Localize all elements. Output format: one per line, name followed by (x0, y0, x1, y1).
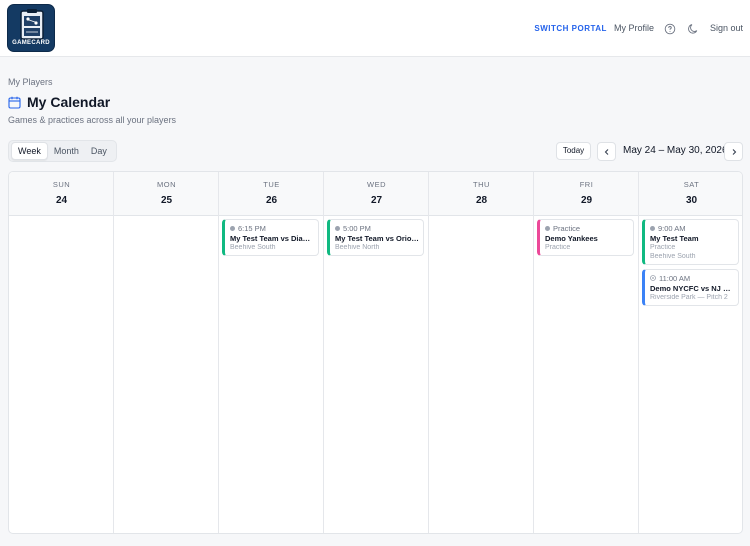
event-location: Beehive South (650, 253, 696, 260)
event-time: 11:00 AM (659, 273, 691, 283)
event-time: 6:15 PM (238, 223, 266, 233)
day-header-wed[interactable]: WED 27 (324, 172, 429, 216)
page-subtitle: Games & practices across all your player… (8, 115, 177, 125)
column-divider (533, 172, 534, 533)
day-number: 25 (160, 195, 173, 206)
event-card[interactable]: Practice Demo Yankees Practice (537, 219, 634, 256)
switch-portal-link[interactable]: SWITCH PORTAL (534, 23, 607, 33)
page-title: My Calendar (27, 94, 111, 110)
event-subtitle: Practice (545, 244, 571, 251)
event-card[interactable]: 9:00 AM My Test Team Practice Beehive So… (642, 219, 739, 265)
day-header-sun[interactable]: SUN 24 (9, 172, 114, 216)
header-actions: SWITCH PORTAL My Profile Sign out (534, 19, 743, 37)
soccer-ball-icon (650, 275, 656, 281)
event-title: My Test Team (650, 234, 699, 243)
scorecard-icon (20, 9, 44, 40)
event-location: Riverside Park — Pitch 2 (650, 294, 728, 301)
day-header-fri[interactable]: FRI 29 (534, 172, 639, 216)
logo-text: GAMECARD (12, 40, 50, 46)
column-divider (218, 172, 219, 533)
view-month-button[interactable]: Month (53, 146, 79, 156)
gamecard-logo[interactable]: GAMECARD (7, 4, 55, 52)
day-name: FRI (579, 180, 594, 189)
event-title: Demo Yankees (545, 234, 598, 243)
view-week-button[interactable]: Week (11, 142, 48, 160)
status-dot-icon (650, 225, 655, 231)
event-location: Beehive North (335, 244, 380, 251)
column-divider (113, 172, 114, 533)
top-navigation-bar: GAMECARD SWITCH PORTAL My Profile Sign o… (0, 0, 750, 57)
day-name: WED (367, 180, 386, 189)
day-number: 29 (580, 195, 593, 206)
calendar-icon (8, 96, 21, 109)
status-dot-icon (545, 225, 550, 231)
day-name: MON (157, 180, 176, 189)
event-title: Demo NYCFC vs NJ Red Bulls (650, 284, 738, 293)
chevron-right-icon (732, 148, 736, 155)
breadcrumb[interactable]: My Players (8, 77, 53, 87)
event-card[interactable]: 11:00 AM Demo NYCFC vs NJ Red Bulls Rive… (642, 269, 739, 306)
my-profile-link[interactable]: My Profile (613, 23, 654, 33)
day-header-thu[interactable]: THU 28 (429, 172, 534, 216)
week-calendar: SUN 24 MON 25 TUE 26 WED 27 THU 28 FRI 2… (8, 171, 743, 534)
chevron-left-icon (604, 148, 608, 155)
day-number: 27 (370, 195, 383, 206)
help-icon[interactable] (664, 22, 676, 35)
day-number: 26 (265, 195, 278, 206)
date-range-label: May 24 – May 30, 2026 (623, 145, 728, 156)
view-day-button[interactable]: Day (90, 146, 107, 156)
day-name: TUE (263, 180, 280, 189)
day-name: THU (473, 180, 490, 189)
status-dot-icon (335, 225, 340, 231)
day-header-sat[interactable]: SAT 30 (639, 172, 742, 216)
event-time: 5:00 PM (343, 223, 371, 233)
event-title: My Test Team vs Orioles (335, 234, 422, 243)
event-type: Practice (553, 223, 581, 233)
column-divider (323, 172, 324, 533)
event-time: 9:00 AM (658, 223, 686, 233)
status-dot-icon (230, 225, 235, 231)
next-week-button[interactable] (724, 142, 743, 161)
sign-out-link[interactable]: Sign out (709, 23, 743, 33)
day-number: 28 (475, 195, 488, 206)
event-card[interactable]: 6:15 PM My Test Team vs Diamondbacks Bee… (222, 219, 319, 256)
dark-mode-moon-icon[interactable] (687, 22, 699, 34)
day-header-tue[interactable]: TUE 26 (219, 172, 324, 216)
day-name: SAT (683, 180, 700, 189)
day-name: SUN (52, 180, 71, 189)
today-button[interactable]: Today (556, 142, 591, 160)
event-subtitle: Practice (650, 244, 676, 251)
event-location: Beehive South (230, 244, 276, 251)
column-divider (428, 172, 429, 533)
calendar-header-row (9, 172, 742, 216)
view-toggle: Week Month Day (8, 140, 117, 162)
page-title-row: My Calendar (8, 94, 110, 110)
column-divider (638, 172, 639, 533)
day-header-mon[interactable]: MON 25 (114, 172, 219, 216)
day-number: 24 (55, 195, 68, 206)
event-card[interactable]: 5:00 PM My Test Team vs Orioles Beehive … (327, 219, 424, 256)
previous-week-button[interactable] (597, 142, 616, 161)
event-title: My Test Team vs Diamondbacks (230, 234, 318, 243)
day-number: 30 (685, 195, 698, 206)
